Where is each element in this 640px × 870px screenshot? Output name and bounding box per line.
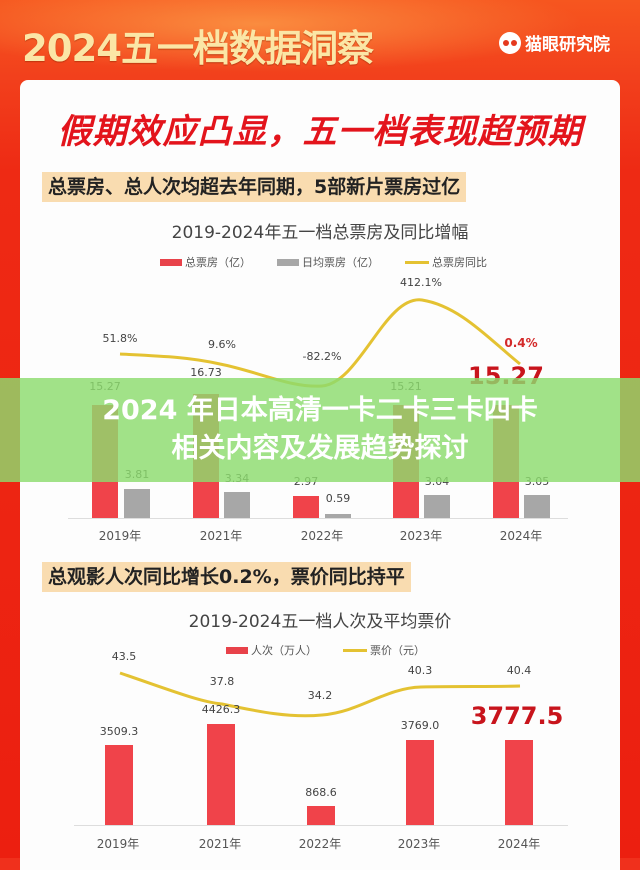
chart1-x-label: 2022年 bbox=[300, 529, 344, 543]
chart1-daily-label: 0.59 bbox=[325, 492, 351, 505]
chart2-bar bbox=[307, 806, 335, 825]
legend-item-yoy: 总票房同比 bbox=[405, 254, 487, 270]
legend-item-daily: 日均票房（亿） bbox=[277, 254, 379, 270]
overlay-banner bbox=[0, 378, 640, 482]
legend-gold-swatch bbox=[405, 260, 429, 264]
chart2-bar bbox=[406, 740, 434, 825]
brand: 猫眼研究院 bbox=[499, 30, 610, 55]
chart2-x-label: 2022年 bbox=[298, 837, 342, 851]
chart1-line-label: 9.6% bbox=[208, 338, 236, 351]
chart2-line-label: 40.4 bbox=[506, 664, 532, 677]
headline: 假期效应凸显，五一档表现超预期 bbox=[57, 112, 583, 152]
chart2-x-label: 2023年 bbox=[397, 837, 441, 851]
chart2-x-label: 2021年 bbox=[198, 837, 242, 851]
legend-red-swatch bbox=[226, 646, 248, 654]
section1-banner: 总票房、总人次均超去年同期，5部新片票房过亿 bbox=[42, 172, 467, 202]
chart1-x-label: 2024年 bbox=[499, 529, 543, 543]
legend-gray-swatch bbox=[277, 258, 299, 266]
chart1-bar-daily bbox=[424, 495, 450, 518]
overlay-title-line1: 2024 年日本高清一卡二卡三卡四卡 bbox=[102, 395, 538, 426]
chart1-title: 2019-2024年五一档总票房及同比增幅 bbox=[171, 223, 469, 243]
chart1-x-label: 2019年 bbox=[98, 529, 142, 543]
chart2-bar-label: 3509.3 bbox=[99, 725, 139, 738]
brand-name: 猫眼研究院 bbox=[525, 35, 610, 55]
overlay-title-line2: 相关内容及发展趋势探讨 bbox=[171, 433, 469, 464]
chart1-line-label: -82.2% bbox=[302, 350, 342, 363]
chart1-x-label: 2021年 bbox=[199, 529, 243, 543]
chart1-x-label: 2023年 bbox=[399, 529, 443, 543]
chart1-bar-daily bbox=[325, 514, 351, 518]
section2-banner: 总观影人次同比增长0.2%，票价同比持平 bbox=[42, 562, 411, 592]
chart2-bar bbox=[207, 724, 235, 825]
chart1-legend: 总票房（亿） 日均票房（亿） 总票房同比 bbox=[160, 254, 487, 270]
legend-item-attendance: 人次（万人） bbox=[226, 642, 317, 658]
chart2-bar bbox=[105, 745, 133, 825]
chart1-line-label: 412.1% bbox=[400, 276, 442, 289]
chart1-bar-label: 16.73 bbox=[190, 366, 222, 379]
overlay-title: 2024 年日本高清一卡二卡三卡四卡 相关内容及发展趋势探讨 bbox=[0, 392, 640, 468]
chart2-line-label: 43.5 bbox=[111, 650, 137, 663]
chart2-line-label: 37.8 bbox=[209, 675, 235, 688]
chart2-title: 2019-2024五一档人次及平均票价 bbox=[188, 612, 452, 632]
page-title: 2024五一档数据洞察 bbox=[22, 27, 374, 70]
chart2-x-label: 2019年 bbox=[96, 837, 140, 851]
chart2-line-label: 40.3 bbox=[407, 664, 433, 677]
chart2-bar bbox=[505, 740, 533, 825]
chart1-bar-daily bbox=[124, 489, 150, 518]
chart2-bar-label: 4426.3 bbox=[201, 703, 241, 716]
cat-eye-logo-icon bbox=[499, 31, 521, 54]
chart1-bar-total bbox=[293, 496, 319, 518]
chart1-bar-daily bbox=[524, 495, 550, 518]
chart2-x-axis bbox=[74, 825, 568, 826]
chart2-bar-label: 3769.0 bbox=[400, 719, 440, 732]
legend-item-total: 总票房（亿） bbox=[160, 254, 251, 270]
chart1-x-axis bbox=[68, 518, 568, 519]
chart1-line-label-highlight: 0.4% bbox=[504, 336, 538, 350]
legend-red-swatch bbox=[160, 258, 182, 266]
chart2-x-label: 2024年 bbox=[497, 837, 541, 851]
legend-item-price: 票价（元） bbox=[343, 642, 425, 658]
chart1-line-label: 51.8% bbox=[102, 332, 138, 345]
chart2-bar-label-highlight: 3777.5 bbox=[470, 702, 564, 730]
legend-gold-swatch bbox=[343, 648, 367, 652]
header-glow bbox=[0, 0, 640, 80]
chart2-bar-label: 868.6 bbox=[305, 786, 337, 799]
chart2-line-label: 34.2 bbox=[307, 689, 333, 702]
chart2-legend: 人次（万人） 票价（元） bbox=[226, 642, 425, 658]
chart1-bar-daily bbox=[224, 492, 250, 518]
